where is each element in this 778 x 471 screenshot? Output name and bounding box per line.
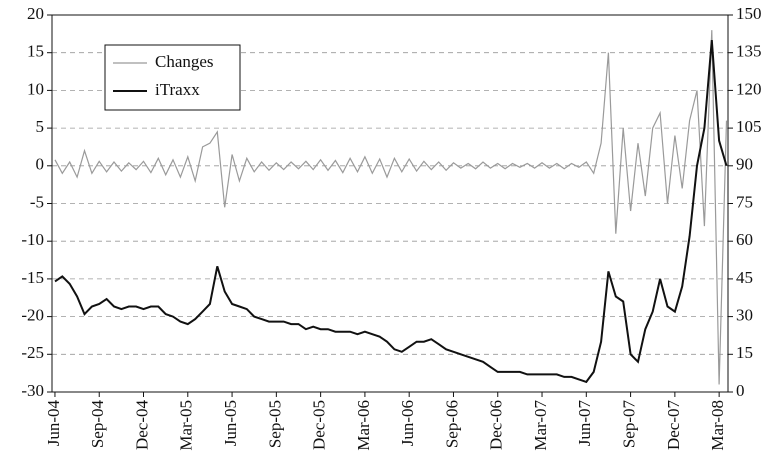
y2-tick-label: 75 [736,192,753,211]
y-tick-label: 20 [27,4,44,23]
x-tick-label: Jun-05 [221,400,240,446]
y2-tick-label: 135 [736,42,762,61]
series-line [54,40,728,384]
legend-label: iTraxx [155,80,200,99]
x-tick-label: Dec-07 [664,400,683,451]
y2-tick-label: 120 [736,79,762,98]
legend-label: Changes [155,52,214,71]
x-tick-label: Jun-06 [398,400,417,446]
y2-tick-label: 105 [736,117,762,136]
x-tick-label: Mar-06 [354,400,373,451]
y2-tick-label: 45 [736,268,753,287]
x-tick-label: Mar-05 [177,400,196,451]
y-tick-label: -10 [21,230,44,249]
x-tick-label: Sep-07 [619,400,638,449]
y-tick-label: 5 [36,117,45,136]
x-tick-label: Sep-04 [88,400,107,449]
y-tick-label: -20 [21,306,44,325]
x-tick-label: Jun-07 [575,400,594,447]
plot-frame [51,14,729,393]
y-tick-label: 15 [27,42,44,61]
x-tick-label: Sep-06 [442,400,461,448]
x-tick-label: Jun-04 [44,400,63,447]
y-tick-label: 0 [36,155,45,174]
x-tick-label: Dec-05 [310,400,329,450]
x-tick-label: Sep-05 [265,400,284,448]
y-tick-label: 10 [27,79,44,98]
y-tick-label: -15 [21,268,44,287]
y2-tick-label: 30 [736,306,753,325]
x-tick-label: Mar-08 [708,400,727,451]
y-tick-label: -5 [30,192,44,211]
series-line [54,30,728,385]
x-tick-label: Dec-04 [132,400,151,451]
y2-tick-label: 150 [736,4,762,23]
y2-tick-label: 15 [736,343,753,362]
y2-tick-label: 60 [736,230,753,249]
y2-tick-label: 90 [736,155,753,174]
y-tick-label: -25 [21,343,44,362]
y2-tick-label: 0 [736,381,745,400]
x-tick-label: Mar-07 [531,400,550,451]
legend-box [104,44,241,111]
x-tick-label: Dec-06 [487,400,506,450]
y-tick-label: -30 [21,381,44,400]
